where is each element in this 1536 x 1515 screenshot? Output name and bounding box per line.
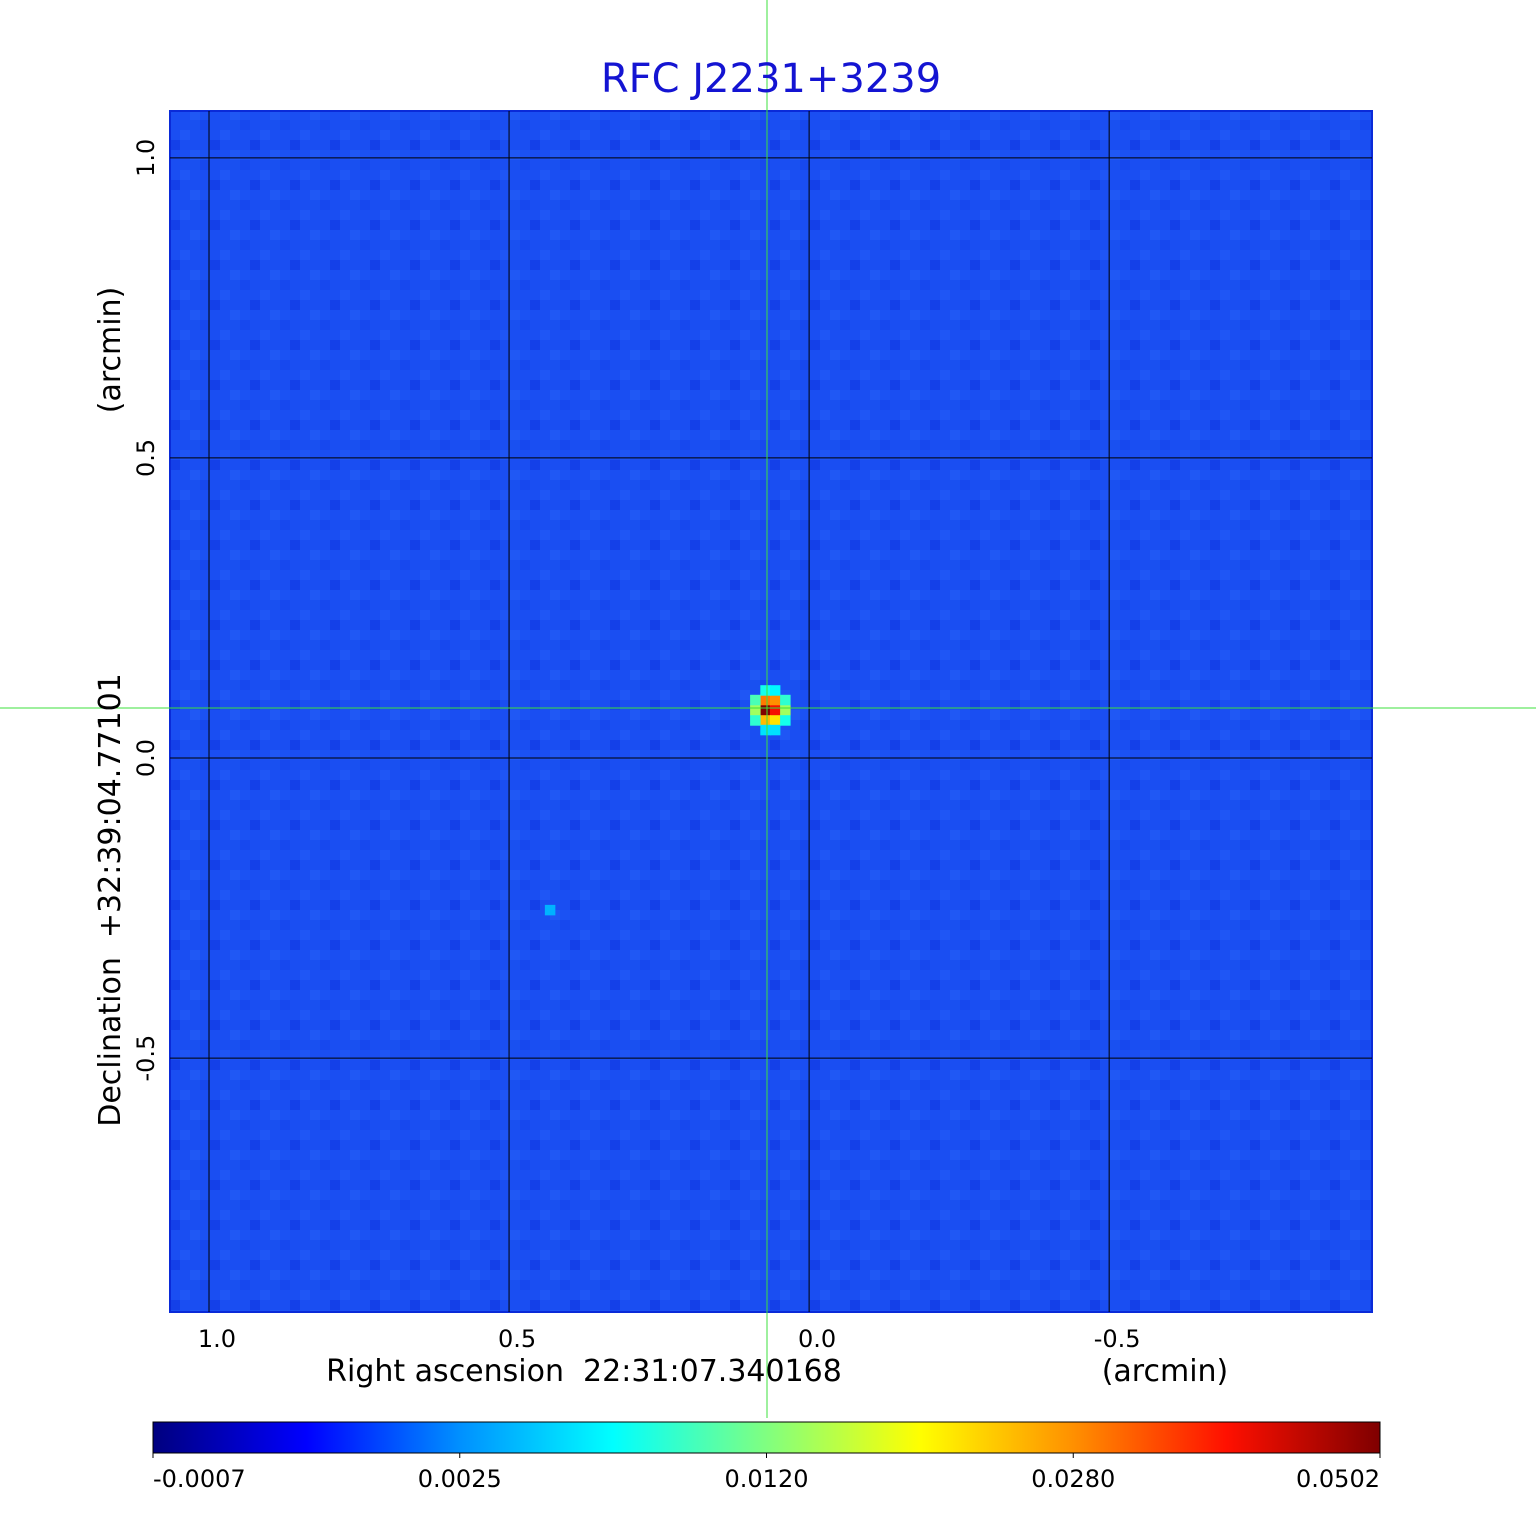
image-pixel (544, 904, 556, 916)
y-axis-label: Declination +32:39:04.77101 (93, 673, 128, 1127)
image-pixel (769, 715, 781, 726)
image-pixel (769, 704, 781, 716)
colorbar-tick-label: -0.0007 (153, 1465, 246, 1493)
image-pixel (769, 685, 781, 696)
image-pixel (750, 715, 761, 726)
image-pixel (780, 694, 791, 706)
chart-title: RFC J2231+3239 (601, 56, 941, 102)
x-tick-label: 0.5 (498, 1325, 536, 1353)
y-tick-label: 1.0 (132, 139, 160, 177)
colorbar-tick-label: 0.0280 (1031, 1465, 1115, 1493)
image-pixel (750, 704, 761, 716)
colorbar (152, 1421, 1381, 1454)
x-axis-label: Right ascension 22:31:07.340168 (326, 1354, 842, 1389)
colorbar-tick-label: 0.0120 (725, 1465, 809, 1493)
y-tick-label: 0.0 (132, 739, 160, 777)
x-tick-label: 1.0 (198, 1325, 236, 1353)
x-tick-label: -0.5 (1094, 1325, 1141, 1353)
image-pixel (760, 694, 771, 706)
image-pixel (750, 694, 761, 706)
image-pixel (760, 724, 771, 736)
colorbar-tick-label: 0.0025 (418, 1465, 502, 1493)
image-pixel (760, 704, 771, 716)
x-axis-unit: (arcmin) (1102, 1354, 1229, 1389)
image-pixel (780, 715, 791, 726)
image-pixel (780, 704, 791, 716)
image-pixel (769, 724, 781, 736)
image-pixel (760, 685, 771, 696)
x-tick-label: 0.0 (798, 1325, 836, 1353)
image-pixel (769, 694, 781, 706)
y-axis-unit: (arcmin) (93, 287, 128, 414)
image-pixel (760, 715, 771, 726)
y-tick-label: 0.5 (132, 439, 160, 477)
colorbar-tick-label: 0.0502 (1296, 1465, 1380, 1493)
y-tick-label: -0.5 (132, 1035, 160, 1082)
